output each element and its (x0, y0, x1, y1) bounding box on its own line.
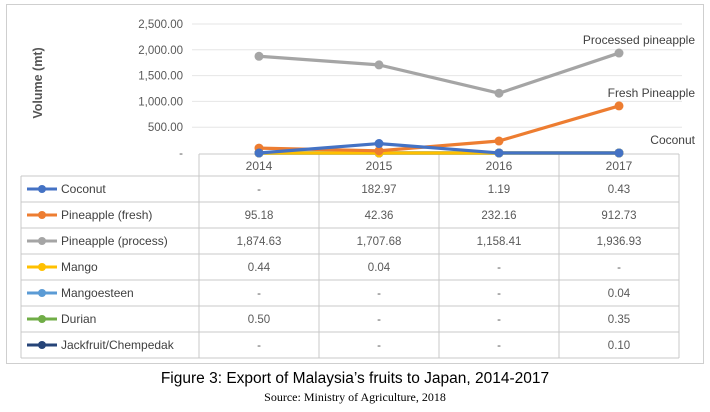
table-cell: 42.36 (365, 210, 394, 222)
data-point (614, 148, 624, 158)
table-cell: 0.10 (608, 340, 630, 352)
y-tick-label: 500.00 (148, 122, 183, 134)
table-cell: - (497, 262, 501, 274)
series-line (257, 51, 621, 95)
table-cell: 0.44 (248, 262, 271, 274)
legend-swatch-marker (38, 341, 46, 349)
data-point (374, 60, 384, 70)
table-cell: 182.97 (361, 184, 396, 196)
table-cell: 95.18 (245, 210, 274, 222)
data-point (494, 88, 504, 98)
y-tick-label: 1,000.00 (138, 96, 183, 108)
legend-swatch-marker (38, 289, 46, 297)
table-cell: - (257, 340, 261, 352)
series-annotation: Coconut (650, 133, 695, 147)
data-point (614, 101, 624, 111)
series-line (257, 141, 621, 155)
figure-source: Source: Ministry of Agriculture, 2018 (264, 390, 446, 404)
table-cell: - (377, 288, 381, 300)
chart-svg: Volume (mt) 2,500.00 2,000.00 1,500.00 1,00… (20, 19, 696, 359)
legend-label: Pineapple (process) (61, 234, 168, 248)
x-tick-label: 2014 (246, 159, 273, 173)
data-point (374, 139, 384, 149)
data-point (614, 48, 624, 58)
table-cell: - (377, 314, 381, 326)
table-cell: - (257, 184, 261, 196)
series-layer (254, 48, 624, 158)
table-cell: - (497, 314, 501, 326)
data-point (494, 136, 504, 146)
table-cell: 1,707.68 (357, 236, 402, 248)
legend-label: Mango (61, 260, 98, 274)
x-tick-label: 2016 (486, 159, 513, 173)
legend-swatch-marker (38, 211, 46, 219)
grid-layer: 2,500.00 2,000.00 1,500.00 1,000.00 500.00 - (138, 19, 682, 160)
chart-frame: Volume (mt) 2,500.00 2,000.00 1,500.00 1,00… (6, 4, 704, 364)
legend-label: Mangoesteen (61, 286, 134, 300)
figure-caption: Figure 3: Export of Malaysia’s fruits to… (160, 370, 550, 387)
table-cell: 0.43 (608, 184, 630, 196)
legend-swatch-marker (38, 237, 46, 245)
table-cell: - (617, 262, 621, 274)
table-cell: 912.73 (601, 210, 636, 222)
table-cell: 0.04 (368, 262, 391, 274)
data-point (494, 148, 504, 158)
table-cell: - (497, 340, 501, 352)
y-tick-label: 2,500.00 (138, 19, 183, 31)
legend-swatch-marker (38, 185, 46, 193)
y-tick-label: 2,000.00 (138, 45, 183, 57)
table-cell: 1,936.93 (597, 236, 642, 248)
table-cell: 1.19 (488, 184, 510, 196)
annotation-layer: Fresh Pineapple Processed pineapple Coconu… (583, 33, 696, 147)
legend-swatch-marker (38, 263, 46, 271)
data-table: 2014 2015 2016 2017 Coconut - 182.97 1.19 0.43 Pi… (20, 153, 680, 359)
table-cell: 0.35 (608, 314, 630, 326)
data-point (374, 146, 384, 156)
table-cell: - (377, 340, 381, 352)
table-cell: 0.50 (248, 314, 270, 326)
x-tick-label: 2015 (366, 159, 393, 173)
x-tick-label: 2017 (606, 159, 633, 173)
legend-swatch-marker (38, 315, 46, 323)
table-cell: - (497, 288, 501, 300)
y-tick-label: - (179, 148, 183, 160)
legend-label: Durian (61, 312, 96, 326)
table-cell: - (257, 288, 261, 300)
table-cell: 1,874.63 (237, 236, 282, 248)
table-cell: 1,158.41 (477, 236, 522, 248)
y-tick-label: 1,500.00 (138, 71, 183, 83)
table-cell: 0.04 (608, 288, 631, 300)
y-axis-label: Volume (mt) (31, 47, 45, 118)
series-annotation: Processed pineapple (583, 33, 695, 47)
legend-label: Pineapple (fresh) (61, 208, 152, 222)
data-point (254, 51, 264, 61)
legend-label: Coconut (61, 182, 106, 196)
series-line (257, 104, 621, 153)
series-annotation: Fresh Pineapple (608, 86, 696, 100)
legend-label: Jackfruit/Chempedak (61, 338, 175, 352)
data-point (254, 148, 264, 158)
table-cell: 232.16 (481, 210, 516, 222)
